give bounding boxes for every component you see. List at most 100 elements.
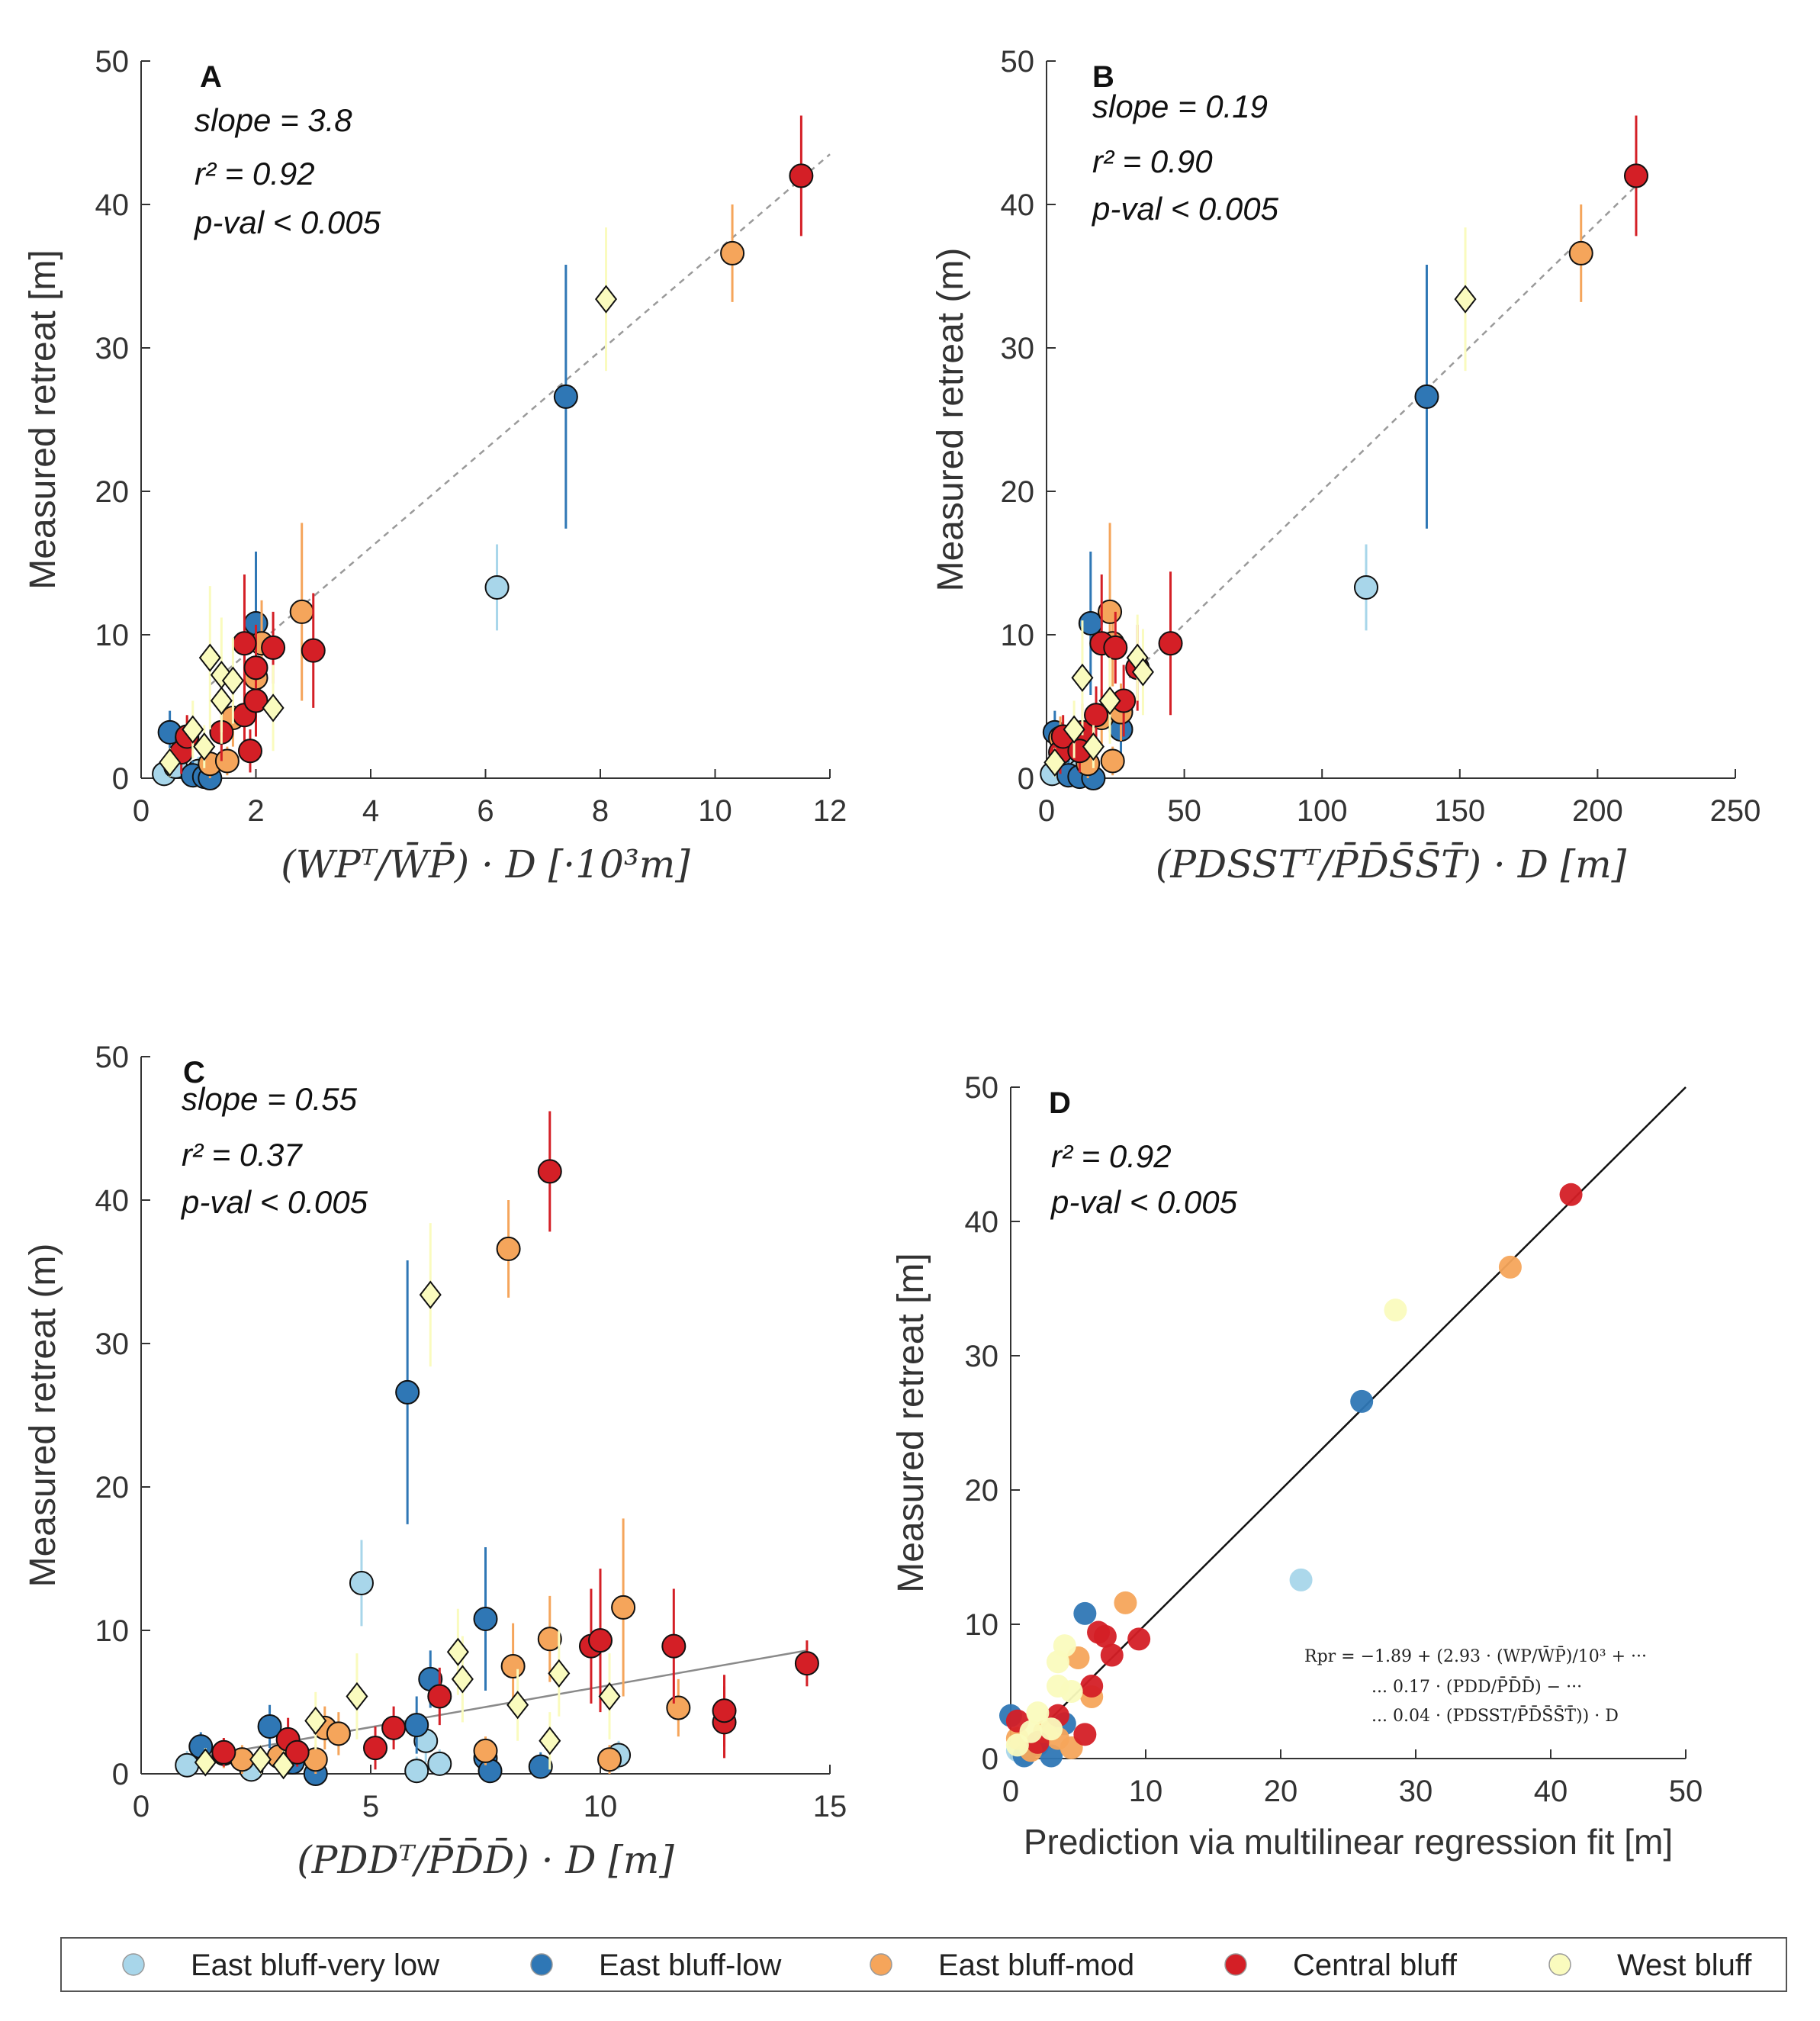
data-point <box>506 1691 529 1720</box>
panel-letter: A <box>200 60 222 94</box>
y-axis-label: Measured retreat (m) <box>23 1244 63 1588</box>
panel-a: 0 10 20 30 40 50 0 2 4 6 8 10 12 Measured retreat [m]… <box>23 45 847 887</box>
data-point <box>588 1628 613 1653</box>
y-tick-label: 50 <box>1001 45 1035 79</box>
series-west-bluff <box>1005 1299 1407 1757</box>
data-point <box>1623 163 1648 188</box>
data-point <box>1098 686 1121 716</box>
y-axis-label: Measured retreat [m] <box>23 249 63 590</box>
data-point <box>1071 663 1094 693</box>
data-point <box>1082 732 1105 761</box>
x-tick-label: 0 <box>1002 1775 1019 1808</box>
data-point <box>496 1236 521 1261</box>
data-point <box>395 1379 420 1405</box>
data-point <box>363 1736 388 1761</box>
data-point <box>304 1706 327 1736</box>
y-axis-label: Measured retreat [m] <box>891 1253 931 1593</box>
series-east-bluff-mod <box>211 1200 691 1774</box>
x-tick-label: 50 <box>1669 1775 1703 1808</box>
y-tick-label: 10 <box>95 1614 130 1648</box>
data-point <box>211 1739 236 1765</box>
x-tick-label: 6 <box>477 794 494 828</box>
data-point <box>381 1715 407 1740</box>
y-tick-label: 30 <box>965 1340 999 1373</box>
x-tick-label: 30 <box>1399 1775 1433 1808</box>
panel-b: 0 10 20 30 40 50 0 50 100 150 200 250 Measured retre… <box>931 45 1761 887</box>
data-point <box>404 1759 429 1784</box>
legend-item: East bluff-very low <box>122 1949 439 1982</box>
y-tick-label: 10 <box>95 619 130 652</box>
data-point <box>198 643 221 672</box>
panel-c: 0 10 20 30 40 50 0 5 10 15 Measured retreat (m) (PD… <box>23 1041 847 1882</box>
legend-box <box>60 1937 1787 1992</box>
data-point <box>1040 1717 1063 1741</box>
data-point <box>451 1665 474 1694</box>
legend-marker <box>870 1953 892 1976</box>
data-point <box>537 1159 562 1184</box>
y-tick-label: 50 <box>95 1041 130 1074</box>
data-point <box>301 638 326 663</box>
stat-text: slope = 0.55 <box>182 1081 358 1117</box>
data-point <box>789 163 814 188</box>
data-point <box>500 1654 526 1678</box>
series-west-bluff <box>194 1223 621 1780</box>
y-tick-label: 0 <box>112 762 129 796</box>
x-axis-label: Prediction via multilinear regression fi… <box>1024 1822 1673 1862</box>
data-point <box>427 1751 452 1776</box>
data-point <box>1080 1674 1104 1698</box>
data-point <box>611 1595 636 1620</box>
stat-text: slope = 0.19 <box>1092 88 1268 124</box>
y-tick-label: 30 <box>95 332 130 365</box>
x-axis-label: (PDDᵀ/P̄D̄D̄) · D [m] <box>297 1837 674 1882</box>
stat-text: r² = 0.92 <box>195 156 315 191</box>
y-tick-label: 40 <box>95 188 130 222</box>
data-point <box>1559 1183 1583 1206</box>
equation-line: Rpr = −1.89 + (2.93 · (WP/W̄P̄)/10³ + ··… <box>1304 1646 1647 1666</box>
data-point <box>1350 1389 1374 1413</box>
y-tick-label: 20 <box>95 475 130 509</box>
data-point <box>597 1747 622 1772</box>
data-point <box>1026 1701 1050 1725</box>
data-point <box>182 715 204 744</box>
data-point <box>1060 1680 1083 1703</box>
data-point <box>1053 1634 1076 1658</box>
data-point <box>243 655 268 681</box>
x-tick-label: 0 <box>133 1790 150 1823</box>
data-point <box>237 739 262 764</box>
x-axis-label: (WPᵀ/W̄P̄) · D [·10³m] <box>281 842 690 887</box>
data-point <box>346 1681 368 1711</box>
y-tick-label: 40 <box>95 1184 130 1218</box>
data-point <box>446 1637 469 1666</box>
x-tick-label: 200 <box>1572 794 1623 828</box>
legend-item: Central bluff <box>1224 1949 1458 1982</box>
data-point <box>528 1754 553 1779</box>
data-point <box>257 1714 282 1739</box>
data-point <box>261 635 286 660</box>
x-tick-label: 150 <box>1434 794 1485 828</box>
legend-label: East bluff-low <box>599 1949 781 1982</box>
x-tick-label: 4 <box>362 794 379 828</box>
data-point <box>285 1739 310 1765</box>
x-tick-label: 0 <box>133 794 150 828</box>
legend-item: West bluff <box>1548 1949 1752 1982</box>
legend-marker <box>1224 1953 1247 1976</box>
data-point <box>243 688 268 713</box>
data-point <box>537 1627 562 1652</box>
legend-marker <box>530 1953 553 1976</box>
x-tick-label: 5 <box>362 1790 379 1823</box>
x-tick-label: 2 <box>247 794 264 828</box>
data-point <box>1384 1299 1407 1322</box>
legend-item: East bluff-low <box>530 1949 781 1982</box>
data-point <box>1568 240 1593 265</box>
series-west-bluff <box>1043 227 1477 777</box>
equation-line: ... 0.17 · (PDD/P̄D̄D̄) − ··· <box>1371 1676 1582 1697</box>
data-point <box>1100 1643 1124 1667</box>
series-east-bluff-low <box>188 1260 553 1786</box>
stat-text: p-val < 0.005 <box>1050 1184 1238 1220</box>
y-axis-label: Measured retreat (m) <box>931 248 971 592</box>
data-point <box>1127 1627 1151 1651</box>
stat-text: p-val < 0.005 <box>1091 191 1279 227</box>
legend-label: East bluff-very low <box>191 1949 439 1982</box>
data-point <box>794 1651 819 1676</box>
data-point <box>1073 1723 1097 1746</box>
